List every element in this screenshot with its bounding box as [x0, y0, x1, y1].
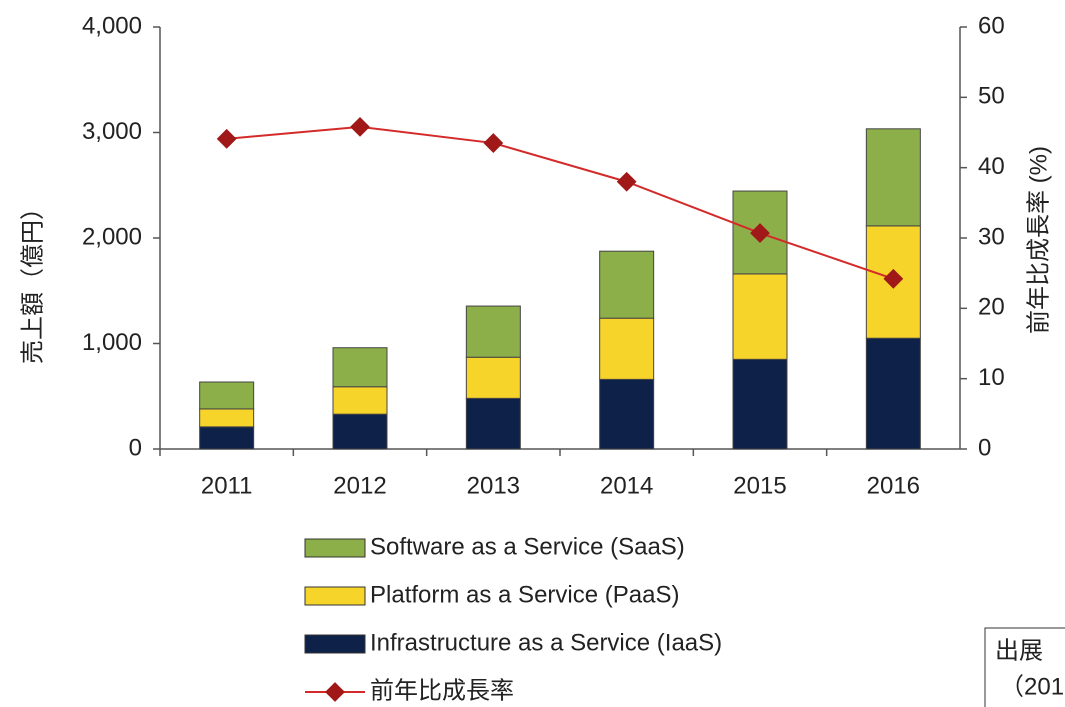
bar: [332, 386, 388, 415]
y-tick-label: 4,000: [82, 12, 142, 39]
x-tick-label: 2012: [333, 472, 386, 499]
y2-tick-label: 30: [978, 223, 1005, 250]
bar: [199, 408, 255, 428]
bar: [465, 305, 521, 358]
y2-tick-label: 40: [978, 153, 1005, 180]
legend-label: Platform as a Service (PaaS): [370, 581, 679, 608]
y2-axis-label: 前年比成長率 (%): [1025, 146, 1052, 334]
legend-label: Software as a Service (SaaS): [370, 533, 685, 560]
x-tick-label: 2011: [201, 472, 253, 499]
y-tick-label: 0: [129, 434, 142, 461]
legend-swatch: [304, 586, 366, 606]
bar: [865, 128, 921, 227]
y2-tick-label: 50: [978, 83, 1005, 110]
legend-swatch: [304, 538, 366, 558]
line-marker: [883, 268, 904, 289]
bar: [332, 413, 388, 450]
bar: [332, 347, 388, 388]
source-note: （201: [1000, 673, 1064, 700]
x-tick-label: 2016: [867, 472, 920, 499]
line: [226, 125, 894, 280]
bar: [732, 273, 788, 360]
y-tick-label: 1,000: [82, 329, 142, 356]
bar: [732, 358, 788, 450]
y2-tick-label: 0: [978, 434, 991, 461]
line-marker: [616, 171, 637, 192]
bar: [599, 317, 655, 380]
source-note: 出展: [995, 637, 1043, 664]
x-tick-label: 2015: [733, 472, 786, 499]
y2-tick-label: 60: [978, 12, 1005, 39]
y-axis-label: 売上額（億円）: [19, 196, 46, 364]
line-marker: [483, 133, 504, 153]
x-tick-label: 2013: [467, 472, 520, 499]
bar: [199, 381, 255, 410]
legend-label: 前年比成長率: [370, 677, 514, 704]
bar: [599, 250, 655, 319]
line-marker: [216, 128, 237, 149]
bar: [199, 426, 255, 450]
y-tick-label: 3,000: [82, 118, 142, 145]
line-marker: [350, 116, 370, 137]
legend-label: Infrastructure as a Service (IaaS): [370, 629, 722, 656]
bar: [465, 356, 521, 399]
legend-swatch: [304, 634, 366, 654]
bar: [599, 378, 655, 450]
bar: [865, 337, 921, 450]
y-tick-label: 2,000: [82, 223, 142, 250]
source-box: [984, 627, 1065, 707]
x-tick-label: 2014: [600, 472, 653, 499]
y2-tick-label: 10: [978, 364, 1005, 391]
legend-marker: [325, 682, 345, 702]
bar: [465, 397, 521, 450]
y2-tick-label: 20: [978, 294, 1005, 321]
